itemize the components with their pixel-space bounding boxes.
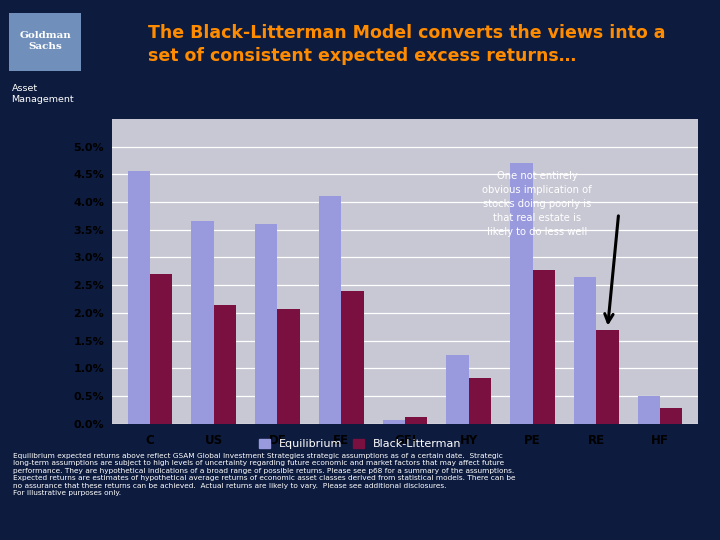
- Bar: [574, 277, 596, 424]
- Bar: [341, 291, 364, 424]
- Bar: [150, 274, 172, 424]
- Legend: Equilibrium, Black-Litterman: Equilibrium, Black-Litterman: [254, 435, 466, 454]
- Text: Goldman
Sachs: Goldman Sachs: [19, 31, 71, 51]
- Bar: [405, 417, 428, 424]
- Bar: [596, 329, 618, 424]
- Bar: [446, 355, 469, 424]
- Bar: [660, 408, 683, 424]
- Bar: [127, 172, 150, 424]
- Text: The Black-Litterman Model converts the views into a
set of consistent expected e: The Black-Litterman Model converts the v…: [148, 24, 665, 65]
- Bar: [510, 163, 533, 424]
- Bar: [319, 197, 341, 424]
- Bar: [192, 221, 214, 424]
- Bar: [638, 396, 660, 424]
- Bar: [277, 308, 300, 424]
- Bar: [255, 224, 277, 424]
- Text: Equilibrium expected returns above reflect GSAM Global Investment Strategies str: Equilibrium expected returns above refle…: [13, 453, 516, 496]
- Bar: [382, 420, 405, 424]
- Text: Asset
Management: Asset Management: [12, 84, 74, 104]
- Text: One not entirely
obvious implication of
stocks doing poorly is
that real estate : One not entirely obvious implication of …: [482, 171, 592, 237]
- Bar: [533, 269, 555, 424]
- Bar: [469, 379, 491, 424]
- Bar: [214, 305, 236, 424]
